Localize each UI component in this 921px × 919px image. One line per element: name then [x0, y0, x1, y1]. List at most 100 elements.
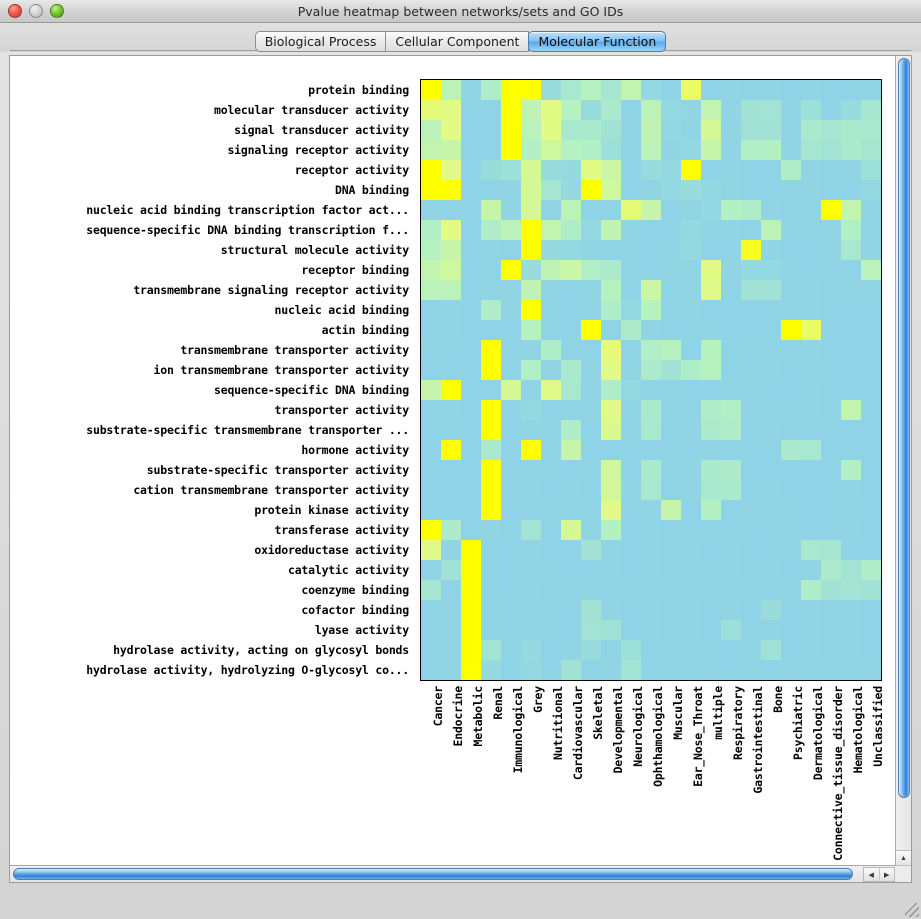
- heatmap-cell[interactable]: [661, 200, 681, 220]
- heatmap-cell[interactable]: [741, 660, 761, 680]
- heatmap-cell[interactable]: [761, 160, 781, 180]
- heatmap-cell[interactable]: [561, 600, 581, 620]
- heatmap-cell[interactable]: [601, 300, 621, 320]
- heatmap-cell[interactable]: [541, 100, 561, 120]
- heatmap-cell[interactable]: [481, 300, 501, 320]
- heatmap-cell[interactable]: [681, 260, 701, 280]
- heatmap-cell[interactable]: [841, 620, 861, 640]
- heatmap-cell[interactable]: [841, 300, 861, 320]
- heatmap-cell[interactable]: [601, 120, 621, 140]
- heatmap-cell[interactable]: [641, 160, 661, 180]
- heatmap-cell[interactable]: [761, 260, 781, 280]
- heatmap-cell[interactable]: [561, 300, 581, 320]
- heatmap-cell[interactable]: [841, 100, 861, 120]
- heatmap-cell[interactable]: [501, 640, 521, 660]
- tab-cellular-component[interactable]: Cellular Component: [386, 31, 530, 52]
- heatmap-cell[interactable]: [761, 220, 781, 240]
- heatmap-cell[interactable]: [821, 120, 841, 140]
- heatmap-cell[interactable]: [761, 300, 781, 320]
- heatmap-cell[interactable]: [461, 640, 481, 660]
- heatmap-cell[interactable]: [781, 220, 801, 240]
- heatmap-cell[interactable]: [681, 380, 701, 400]
- heatmap-cell[interactable]: [541, 180, 561, 200]
- heatmap-cell[interactable]: [461, 400, 481, 420]
- heatmap-cell[interactable]: [701, 340, 721, 360]
- heatmap-cell[interactable]: [701, 100, 721, 120]
- heatmap-cell[interactable]: [721, 600, 741, 620]
- heatmap-cell[interactable]: [781, 280, 801, 300]
- heatmap-cell[interactable]: [801, 420, 821, 440]
- heatmap-cell[interactable]: [541, 140, 561, 160]
- heatmap-cell[interactable]: [501, 480, 521, 500]
- heatmap-cell[interactable]: [821, 100, 841, 120]
- heatmap-cell[interactable]: [461, 440, 481, 460]
- heatmap-cell[interactable]: [441, 240, 461, 260]
- heatmap-cell[interactable]: [781, 100, 801, 120]
- heatmap-cell[interactable]: [481, 140, 501, 160]
- heatmap-cell[interactable]: [801, 660, 821, 680]
- heatmap-cell[interactable]: [661, 400, 681, 420]
- heatmap-cell[interactable]: [721, 120, 741, 140]
- heatmap-cell[interactable]: [501, 400, 521, 420]
- heatmap-cell[interactable]: [441, 520, 461, 540]
- heatmap-cell[interactable]: [641, 100, 661, 120]
- heatmap-cell[interactable]: [861, 600, 881, 620]
- heatmap-cell[interactable]: [521, 380, 541, 400]
- heatmap-cell[interactable]: [821, 240, 841, 260]
- heatmap-cell[interactable]: [841, 320, 861, 340]
- heatmap-cell[interactable]: [501, 660, 521, 680]
- heatmap-cell[interactable]: [601, 640, 621, 660]
- heatmap-cell[interactable]: [501, 420, 521, 440]
- heatmap-cell[interactable]: [441, 100, 461, 120]
- heatmap-cell[interactable]: [581, 620, 601, 640]
- heatmap-cell[interactable]: [421, 560, 441, 580]
- heatmap-cell[interactable]: [761, 480, 781, 500]
- heatmap-cell[interactable]: [681, 600, 701, 620]
- heatmap-cell[interactable]: [601, 220, 621, 240]
- heatmap-cell[interactable]: [441, 180, 461, 200]
- heatmap-cell[interactable]: [801, 500, 821, 520]
- heatmap-cell[interactable]: [681, 160, 701, 180]
- heatmap-cell[interactable]: [681, 420, 701, 440]
- heatmap-cell[interactable]: [641, 360, 661, 380]
- heatmap-cell[interactable]: [421, 380, 441, 400]
- heatmap-cell[interactable]: [661, 160, 681, 180]
- heatmap-cell[interactable]: [801, 280, 821, 300]
- heatmap-cell[interactable]: [561, 520, 581, 540]
- heatmap-cell[interactable]: [801, 460, 821, 480]
- heatmap-cell[interactable]: [441, 140, 461, 160]
- heatmap-cell[interactable]: [641, 220, 661, 240]
- heatmap-cell[interactable]: [681, 200, 701, 220]
- heatmap-cell[interactable]: [581, 260, 601, 280]
- heatmap-cell[interactable]: [601, 160, 621, 180]
- heatmap-cell[interactable]: [861, 80, 881, 100]
- heatmap-cell[interactable]: [681, 220, 701, 240]
- heatmap-cell[interactable]: [841, 560, 861, 580]
- heatmap-cell[interactable]: [761, 140, 781, 160]
- heatmap-cell[interactable]: [521, 200, 541, 220]
- heatmap-cell[interactable]: [721, 580, 741, 600]
- heatmap-cell[interactable]: [581, 600, 601, 620]
- heatmap-cell[interactable]: [581, 440, 601, 460]
- heatmap-cell[interactable]: [501, 200, 521, 220]
- heatmap-cell[interactable]: [781, 260, 801, 280]
- heatmap-cell[interactable]: [801, 100, 821, 120]
- heatmap-cell[interactable]: [721, 140, 741, 160]
- heatmap-cell[interactable]: [781, 140, 801, 160]
- heatmap-cell[interactable]: [781, 180, 801, 200]
- heatmap-cell[interactable]: [761, 500, 781, 520]
- heatmap-cell[interactable]: [601, 100, 621, 120]
- heatmap-cell[interactable]: [561, 260, 581, 280]
- heatmap-cell[interactable]: [641, 480, 661, 500]
- heatmap-cell[interactable]: [421, 580, 441, 600]
- heatmap-cell[interactable]: [521, 500, 541, 520]
- heatmap-cell[interactable]: [801, 520, 821, 540]
- heatmap-cell[interactable]: [841, 240, 861, 260]
- heatmap-cell[interactable]: [721, 300, 741, 320]
- heatmap-cell[interactable]: [841, 380, 861, 400]
- heatmap-cell[interactable]: [661, 260, 681, 280]
- heatmap-cell[interactable]: [501, 460, 521, 480]
- heatmap-cell[interactable]: [821, 540, 841, 560]
- heatmap-cell[interactable]: [521, 300, 541, 320]
- heatmap-cell[interactable]: [821, 160, 841, 180]
